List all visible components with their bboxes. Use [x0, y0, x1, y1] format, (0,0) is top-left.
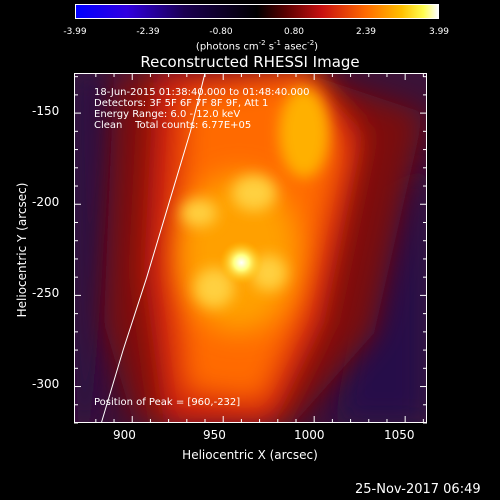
source-knot — [181, 199, 217, 227]
info-detectors: Detectors: 3F 5F 6F 7F 8F 9F, Att 1 — [94, 98, 269, 109]
peak-position-text: Position of Peak = [960,-232] — [94, 397, 241, 408]
x-tick-label: 1000 — [294, 428, 325, 442]
heatmap-svg — [74, 73, 427, 423]
colorbar-units: (photons cm-2 s-1 asec-2) — [195, 39, 319, 53]
source-knot — [194, 268, 234, 308]
y-tick-label: -150 — [32, 104, 60, 118]
colorbar-tick: 3.99 — [428, 27, 450, 37]
y-tick-label: -200 — [32, 195, 60, 209]
x-tick-label: 950 — [203, 428, 226, 442]
colorbar-tick: -2.39 — [136, 27, 160, 37]
colorbar-tick: 2.39 — [355, 27, 377, 37]
chart-title: Reconstructed RHESSI Image — [140, 53, 360, 71]
x-tick-label: 900 — [113, 428, 136, 442]
solar-limb-curve — [100, 73, 206, 423]
y-tick-label: -250 — [32, 286, 60, 300]
cold-region-left — [74, 73, 114, 423]
peak-source — [219, 240, 264, 285]
x-tick-label: 1050 — [384, 428, 415, 442]
colorbar-tick: -0.80 — [209, 27, 233, 37]
info-counts: Clean Total counts: 6.77E+05 — [94, 120, 252, 131]
colorbar-tick: -3.99 — [63, 27, 87, 37]
source-knot — [232, 175, 276, 211]
timestamp: 25-Nov-2017 06:49 — [355, 482, 481, 497]
info-energy-range: Energy Range: 6.0 - 12.0 keV — [94, 109, 241, 120]
heatmap-plot — [74, 73, 427, 423]
colorbar — [75, 4, 439, 19]
info-time-range: 18-Jun-2015 01:38:40.000 to 01:48:40.000 — [94, 87, 310, 98]
upper-source — [279, 88, 329, 178]
y-axis-label: Heliocentric Y (arcsec) — [15, 182, 29, 318]
colorbar-tick: 0.80 — [283, 27, 305, 37]
x-axis-label: Heliocentric X (arcsec) — [182, 448, 318, 462]
y-tick-label: -300 — [32, 377, 60, 391]
